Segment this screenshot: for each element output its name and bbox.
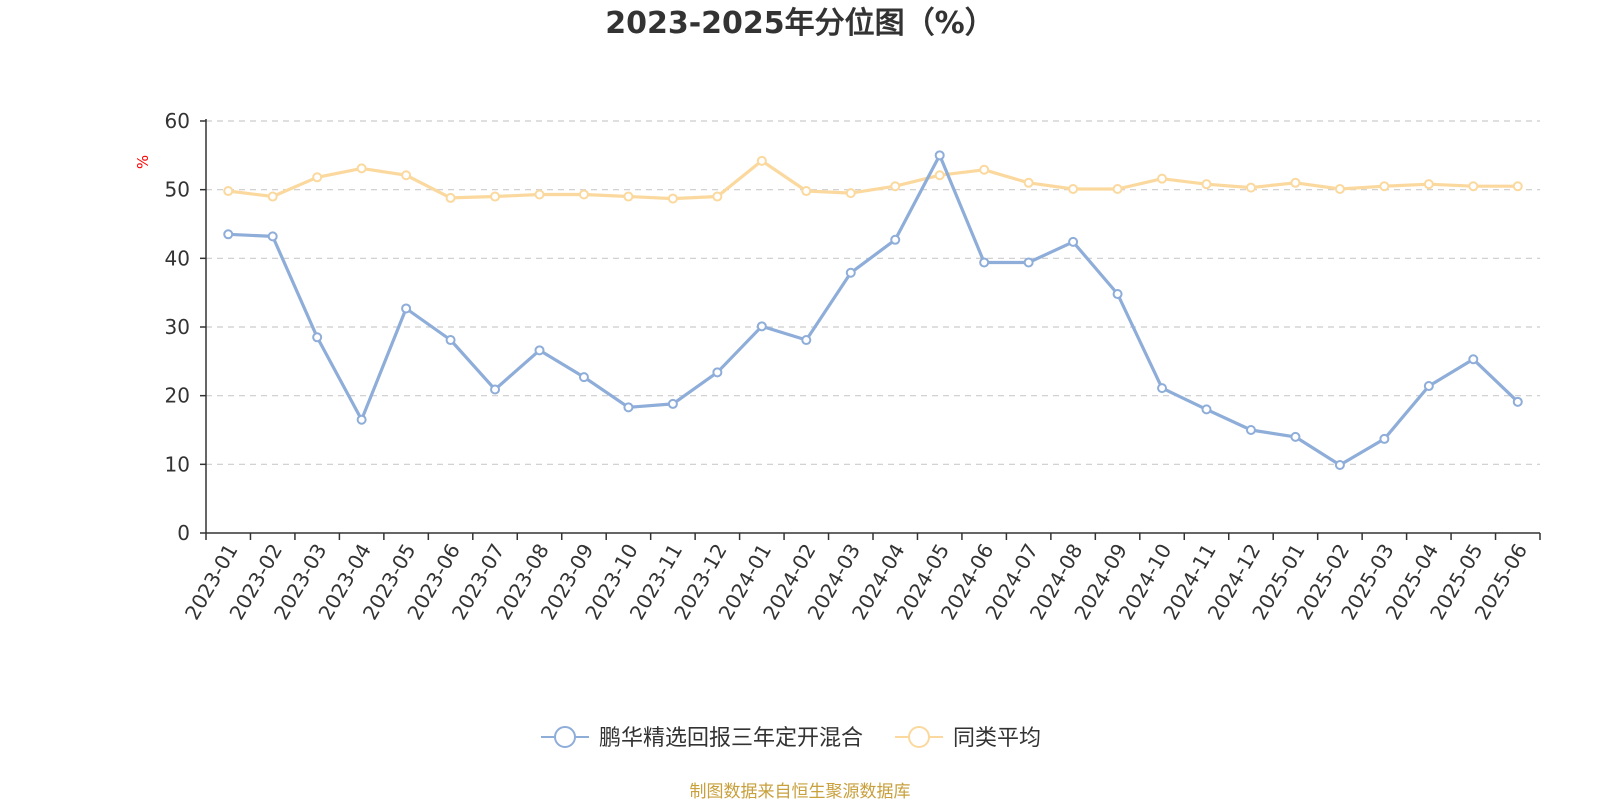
data-point: [934, 150, 945, 161]
data-point: [1023, 177, 1034, 188]
data-point: [356, 163, 367, 174]
data-point: [801, 186, 812, 197]
y-tick-label: 40: [165, 246, 190, 270]
data-point: [356, 414, 367, 425]
data-point: [534, 345, 545, 356]
data-point: [845, 188, 856, 199]
data-point: [667, 398, 678, 409]
data-point: [1468, 181, 1479, 192]
data-point: [445, 335, 456, 346]
data-point: [845, 267, 856, 278]
data-point: [1023, 257, 1034, 268]
data-point: [1423, 179, 1434, 190]
series-lines: [223, 150, 1523, 471]
data-point: [578, 189, 589, 200]
y-tick-label: 0: [177, 521, 190, 545]
data-point: [1157, 383, 1168, 394]
data-point: [312, 332, 323, 343]
y-tick-label: 20: [165, 384, 190, 408]
y-tick-label: 60: [165, 109, 190, 133]
data-point: [1201, 404, 1212, 415]
data-point: [1334, 183, 1345, 194]
data-point: [623, 402, 634, 413]
legend-label: 鹏华精选回报三年定开混合: [599, 726, 863, 751]
y-tick-label: 50: [165, 178, 190, 202]
data-point: [1112, 183, 1123, 194]
data-point: [667, 193, 678, 204]
data-point: [1157, 173, 1168, 184]
data-point: [401, 303, 412, 314]
data-point: [934, 170, 945, 181]
legend-marker: [908, 726, 931, 748]
data-point: [1068, 183, 1079, 194]
data-point: [1512, 181, 1523, 192]
data-point: [267, 231, 278, 242]
data-point: [490, 384, 501, 395]
data-point: [312, 172, 323, 183]
axes: [200, 119, 1541, 540]
chart-title: 2023-2025年分位图（%）: [605, 6, 995, 41]
data-point: [490, 191, 501, 202]
data-point: [1245, 182, 1256, 193]
data-point: [1423, 381, 1434, 392]
legend: 鹏华精选回报三年定开混合 同类平均: [541, 726, 1041, 751]
data-point: [223, 186, 234, 197]
legend-label: 同类平均: [953, 726, 1041, 751]
data-point: [1468, 354, 1479, 365]
legend-item-2[interactable]: 同类平均: [895, 726, 1041, 751]
data-point: [578, 372, 589, 383]
data-point: [1290, 431, 1301, 442]
data-point: [1112, 289, 1123, 300]
data-point: [445, 192, 456, 203]
data-point: [401, 170, 412, 181]
data-point: [1245, 425, 1256, 435]
legend-item-1[interactable]: 鹏华精选回报三年定开混合: [541, 726, 863, 751]
data-point: [1201, 179, 1212, 190]
y-tick-labels: 0 10 20 30 40 50 60: [165, 109, 190, 545]
data-point: [756, 321, 767, 332]
data-point: [890, 181, 901, 192]
data-point: [534, 189, 545, 200]
y-tick-label: 30: [165, 315, 190, 339]
data-point: [756, 155, 767, 166]
series-1: [223, 150, 1523, 471]
data-point: [1334, 460, 1345, 471]
data-point: [979, 164, 990, 175]
data-point: [223, 229, 234, 240]
data-point: [801, 335, 812, 346]
data-point: [890, 234, 901, 245]
data-point: [1068, 236, 1079, 247]
x-tick-labels: 2023-012023-022023-032023-042023-052023-…: [180, 539, 1532, 623]
data-point: [1379, 181, 1390, 192]
y-tick-label: 10: [165, 452, 190, 476]
legend-marker: [554, 726, 576, 748]
series-line: [228, 159, 1518, 201]
series-line: [228, 153, 1519, 467]
source-note: 制图数据来自恒生聚源数据库: [690, 782, 911, 800]
data-point: [1379, 433, 1390, 444]
series-2: [223, 155, 1523, 204]
data-point: [1290, 177, 1301, 188]
data-point: [979, 257, 990, 268]
data-point: [267, 191, 278, 202]
data-point: [712, 191, 723, 202]
data-point: [623, 191, 634, 202]
y-axis-unit: %: [134, 155, 152, 169]
grid-lines: [206, 120, 1540, 465]
data-point: [712, 367, 723, 378]
data-point: [1512, 396, 1523, 407]
